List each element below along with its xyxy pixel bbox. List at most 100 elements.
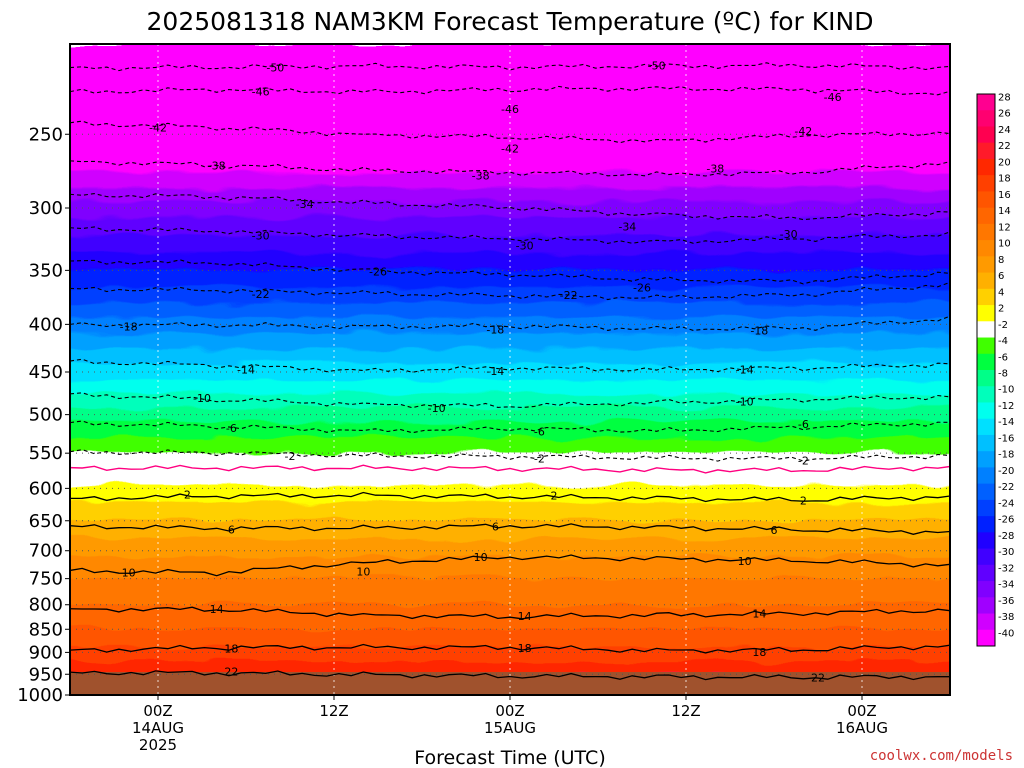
y-tick-label: 350 bbox=[29, 260, 63, 281]
colorbar-swatch bbox=[977, 613, 995, 631]
colorbar-swatch bbox=[977, 94, 995, 111]
y-tick-label: 450 bbox=[29, 362, 63, 383]
contour-label: -38 bbox=[472, 170, 490, 183]
colorbar-label: -36 bbox=[998, 596, 1014, 607]
colorbar-label: -24 bbox=[998, 498, 1014, 509]
colorbar-swatch bbox=[977, 142, 995, 160]
y-tick-label: 1000 bbox=[17, 685, 63, 706]
colorbar-label: -10 bbox=[998, 385, 1014, 396]
colorbar-swatch bbox=[977, 386, 995, 403]
colorbar-label: -40 bbox=[998, 628, 1014, 639]
contour-label: -18 bbox=[750, 324, 768, 337]
colorbar-legend: 28 26 24 22 20 18 16 14 12 10 8 6 4 2 -2 -4 -6 -8 -10 -12 -1… bbox=[976, 93, 1014, 647]
y-tick-label: 650 bbox=[29, 511, 63, 532]
contour-line-22 bbox=[70, 670, 950, 681]
contour-label: 10 bbox=[474, 551, 488, 564]
colorbar-swatch bbox=[977, 434, 995, 452]
colorbar-label: -8 bbox=[998, 369, 1008, 380]
colorbar-label: 28 bbox=[998, 93, 1011, 104]
colorbar-label: -32 bbox=[998, 563, 1014, 574]
contour-label: 6 bbox=[228, 523, 235, 536]
colorbar-label: -26 bbox=[998, 515, 1014, 526]
contour-label: 6 bbox=[771, 524, 778, 537]
contour-label: -14 bbox=[486, 365, 504, 378]
contour-label: 2 bbox=[184, 488, 191, 501]
contour-label: 2 bbox=[800, 494, 807, 507]
contour-label: -6 bbox=[534, 425, 545, 438]
contour-label: -42 bbox=[501, 143, 519, 156]
colorbar-label: 22 bbox=[998, 141, 1011, 152]
y-tick-label: 900 bbox=[29, 642, 63, 663]
contour-label: 14 bbox=[210, 603, 224, 616]
contour-label: -2 bbox=[285, 450, 296, 463]
colorbar-label: 2 bbox=[998, 304, 1004, 315]
contour-label: -34 bbox=[296, 198, 314, 211]
colorbar-swatch bbox=[977, 532, 995, 550]
x-tick-label: 15AUG bbox=[484, 719, 536, 737]
colorbar-label: 14 bbox=[998, 206, 1011, 217]
colorbar-label: 10 bbox=[998, 239, 1011, 250]
colorbar-swatch bbox=[977, 288, 995, 306]
contour-line-minus10 bbox=[70, 392, 950, 409]
contour-label: -14 bbox=[736, 363, 754, 376]
colorbar-swatch bbox=[977, 564, 995, 582]
colorbar-label: -4 bbox=[998, 336, 1008, 347]
contour-label: 14 bbox=[752, 608, 766, 621]
colorbar-label: -30 bbox=[998, 547, 1014, 558]
y-tick-label: 800 bbox=[29, 595, 63, 616]
contour-line-minus38 bbox=[70, 160, 950, 177]
colorbar-label: 6 bbox=[998, 271, 1004, 282]
colorbar-frame bbox=[976, 93, 996, 647]
colorbar-label: 12 bbox=[998, 222, 1011, 233]
contour-label: -18 bbox=[120, 320, 138, 333]
contour-label: 14 bbox=[518, 610, 532, 623]
y-tick-label: 850 bbox=[29, 619, 63, 640]
colorbar-swatch bbox=[977, 256, 995, 274]
colorbar-swatch bbox=[977, 516, 995, 533]
contour-line-minus46 bbox=[70, 85, 950, 96]
colorbar-swatch bbox=[977, 207, 995, 225]
colorbar-swatch bbox=[977, 191, 995, 209]
contour-label: -50 bbox=[266, 62, 284, 75]
x-tick-label: 2025 bbox=[139, 736, 177, 754]
y-tick-label: 250 bbox=[29, 124, 63, 145]
colorbar-swatch bbox=[977, 597, 995, 615]
contour-label: 18 bbox=[518, 642, 532, 655]
colorbar-swatch bbox=[977, 272, 995, 290]
colorbar-swatch bbox=[977, 483, 995, 501]
y-tick-label: 300 bbox=[29, 198, 63, 219]
colorbar-swatch bbox=[977, 370, 995, 387]
colorbar-label: -6 bbox=[998, 352, 1008, 363]
contour-line-minus6 bbox=[70, 420, 950, 434]
colorbar-swatch bbox=[977, 158, 995, 176]
credit-text: coolwx.com/models bbox=[870, 748, 1013, 764]
contour-label: 10 bbox=[122, 567, 136, 580]
colorbar-label: -12 bbox=[998, 401, 1014, 412]
x-tick-label: 12Z bbox=[671, 702, 700, 720]
contour-label: -10 bbox=[193, 392, 211, 405]
colorbar-swatch bbox=[977, 581, 995, 598]
contour-label: 18 bbox=[752, 646, 766, 659]
contour-line-2 bbox=[70, 491, 950, 503]
contour-line-minus50 bbox=[70, 62, 950, 72]
contour-label: -30 bbox=[516, 239, 534, 252]
colorbar-label: 24 bbox=[998, 125, 1011, 136]
colorbar-swatch bbox=[977, 451, 995, 468]
colorbar-label: -14 bbox=[998, 417, 1014, 428]
x-tick-label: 12Z bbox=[319, 702, 348, 720]
colorbar-label: -2 bbox=[998, 320, 1008, 331]
colorbar-swatch bbox=[977, 548, 995, 566]
x-tick-label: 16AUG bbox=[836, 719, 888, 737]
contour-line-minus34 bbox=[70, 193, 950, 221]
colorbar-label: 4 bbox=[998, 287, 1004, 298]
contour-label: -26 bbox=[633, 281, 651, 294]
contour-line-minus18 bbox=[70, 315, 950, 331]
chart-title: 2025081318 NAM3KM Forecast Temperature (… bbox=[147, 7, 874, 36]
contour-label: 10 bbox=[738, 555, 752, 568]
contour-label: 22 bbox=[811, 672, 825, 685]
contour-labels: -50 -50 -46 -46 -46 -42 -42 -42 -38 -38 -38 -34 -34 -… bbox=[120, 60, 842, 685]
contour-label: -10 bbox=[736, 395, 754, 408]
contour-label: -6 bbox=[226, 422, 237, 435]
contour-label: -2 bbox=[798, 454, 809, 467]
